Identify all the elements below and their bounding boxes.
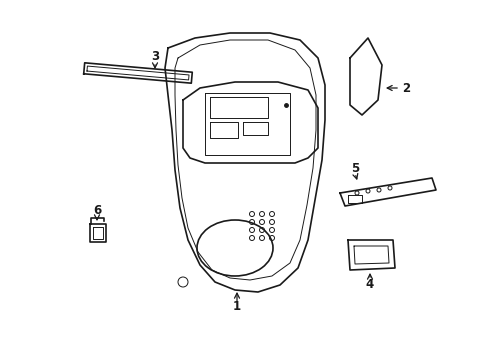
Text: 4: 4 (365, 279, 373, 292)
Text: 2: 2 (401, 81, 409, 95)
Text: 3: 3 (151, 50, 159, 63)
Text: 5: 5 (350, 162, 358, 175)
Text: 1: 1 (232, 300, 241, 312)
Text: 6: 6 (93, 203, 101, 216)
